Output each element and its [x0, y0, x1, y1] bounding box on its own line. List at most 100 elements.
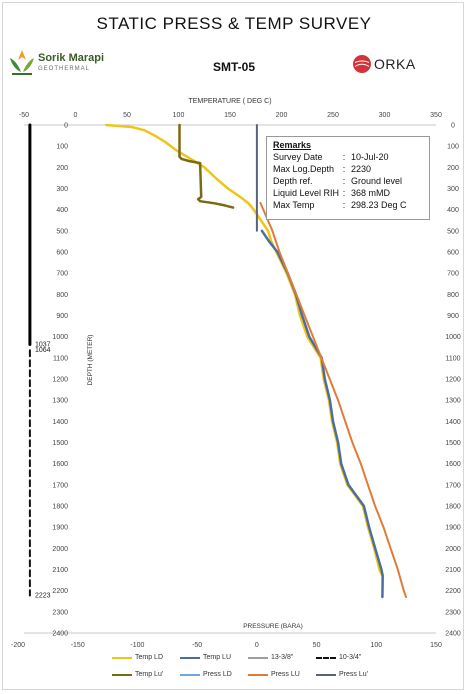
legend-item: 13-3/8"	[248, 654, 293, 661]
depth-tick-label-right: 300	[447, 186, 459, 193]
depth-tick-label-left: 1000	[52, 334, 68, 341]
series-line-press-lu	[259, 201, 408, 598]
legend-item: Temp Lu'	[112, 671, 163, 678]
logo-right-name: ORKA	[374, 56, 416, 72]
legend-item: Press Lu'	[316, 671, 368, 678]
bottom-tick-label: -150	[71, 642, 85, 649]
legend-swatch	[316, 673, 336, 676]
depth-tick-label-left: 1900	[52, 525, 68, 532]
legend-label: Press LU	[271, 671, 300, 678]
legend-swatch	[180, 673, 200, 676]
bottom-tick-label: 100	[370, 642, 382, 649]
depth-tick-label-right: 1000	[445, 334, 461, 341]
remarks-value: 298.23 Deg C	[351, 200, 407, 210]
depth-tick-label-right: 700	[447, 271, 459, 278]
legend-swatch	[248, 673, 268, 676]
depth-tick-label-right: 100	[447, 144, 459, 151]
legend-item: 10-3/4"	[316, 654, 361, 661]
top-tick-label: 150	[224, 112, 236, 119]
top-tick-label: 300	[379, 112, 391, 119]
legend-item: Temp LU	[180, 654, 231, 661]
depth-tick-label-left: 1800	[52, 504, 68, 511]
depth-tick-label-left: 800	[56, 292, 68, 299]
bottom-tick-label: 0	[255, 642, 259, 649]
top-tick-label: 200	[276, 112, 288, 119]
remarks-box: Remarks Survey Date:10-Jul-20 Max Log.Dep…	[266, 136, 430, 220]
chart-frame	[2, 2, 464, 690]
top-tick-label: 0	[74, 112, 78, 119]
depth-tick-label-right: 2300	[445, 609, 461, 616]
depth-tick-label-right: 400	[447, 207, 459, 214]
remarks-colon: :	[342, 164, 346, 174]
remarks-key: Liquid Level RIH	[273, 188, 340, 198]
remarks-row: Depth ref.: Ground level	[273, 175, 423, 187]
depth-tick-label-left: 500	[56, 228, 68, 235]
depth-tick-label-left: 2000	[52, 546, 68, 553]
depth-tick-label-right: 2400	[445, 631, 461, 638]
depth-tick-label-right: 1600	[445, 461, 461, 468]
remarks-value: 368 mMD	[351, 188, 391, 198]
top-tick-label: 100	[173, 112, 185, 119]
remarks-row: Liquid Level RIH:368 mMD	[273, 187, 423, 199]
chart-title: STATIC PRESS & TEMP SURVEY	[96, 14, 372, 33]
y-axis-label: DEPTH (METER)	[87, 335, 94, 386]
legend-swatch	[112, 656, 132, 659]
depth-tick-label-right: 1400	[445, 419, 461, 426]
remarks-row: Survey Date:10-Jul-20	[273, 151, 423, 163]
leaf-logo-icon	[10, 50, 34, 75]
sorik-marapi-logo: Sorik Marapi GEOTHERMAL	[8, 46, 118, 80]
well-name: SMT-05	[212, 60, 255, 74]
remarks-colon: :	[342, 176, 346, 186]
depth-tick-label-left: 2100	[52, 567, 68, 574]
legend-item: Press LD	[180, 671, 232, 678]
legend-label: 10-3/4"	[339, 654, 362, 661]
top-tick-label: -50	[19, 112, 29, 119]
depth-annotation: 1064	[35, 347, 51, 354]
depth-tick-label-left: 1700	[52, 482, 68, 489]
legend-label: Press Lu'	[339, 671, 368, 678]
depth-tick-label-right: 800	[447, 292, 459, 299]
depth-tick-label-right: 1700	[445, 482, 461, 489]
remarks-value: Ground level	[351, 176, 403, 186]
legend-label: Press LD	[203, 671, 232, 678]
depth-tick-label-left: 700	[56, 271, 68, 278]
depth-tick-label-left: 1500	[52, 440, 68, 447]
legend-swatch	[180, 656, 200, 659]
remarks-value: 2230	[351, 164, 372, 174]
remarks-key: Max Temp	[273, 200, 315, 210]
depth-tick-label-left: 1200	[52, 377, 68, 384]
depth-tick-label-right: 1200	[445, 377, 461, 384]
bottom-tick-label: 150	[430, 642, 442, 649]
depth-tick-label-left: 300	[56, 186, 68, 193]
depth-tick-label-right: 500	[447, 228, 459, 235]
depth-tick-label-left: 1300	[52, 398, 68, 405]
legend-item: Temp LD	[112, 654, 163, 661]
depth-tick-label-left: 2400	[52, 631, 68, 638]
depth-tick-label-right: 0	[451, 123, 455, 130]
remarks-row: Max Log.Depth:2230	[273, 163, 423, 175]
remarks-colon: :	[342, 152, 346, 162]
depth-tick-label-right: 1100	[445, 355, 460, 362]
top-tick-label: 250	[327, 112, 339, 119]
logo-left-name: Sorik Marapi	[38, 52, 105, 64]
bottom-axis-label: PRESSURE (BARA)	[243, 623, 303, 630]
depth-tick-label-left: 1100	[53, 355, 68, 362]
remarks-key: Survey Date	[273, 152, 323, 162]
depth-tick-label-left: 600	[56, 250, 68, 257]
bottom-tick-label: -200	[11, 642, 25, 649]
legend-label: 13-3/8"	[271, 654, 294, 661]
remarks-heading: Remarks	[273, 140, 312, 150]
top-tick-label: 50	[123, 112, 131, 119]
legend-label: Temp LU	[203, 654, 232, 661]
legend-swatch	[316, 656, 336, 659]
depth-tick-label-left: 1600	[52, 461, 68, 468]
depth-tick-label-right: 900	[447, 313, 459, 320]
depth-tick-label-left: 900	[56, 313, 68, 320]
remarks-key: Depth ref.	[273, 176, 313, 186]
logo-left-sub: GEOTHERMAL	[38, 66, 91, 72]
depth-tick-label-left: 100	[56, 144, 68, 151]
depth-tick-label-right: 600	[447, 250, 459, 257]
remarks-value: 10-Jul-20	[351, 152, 389, 162]
orka-logo: ORKA	[352, 50, 442, 80]
